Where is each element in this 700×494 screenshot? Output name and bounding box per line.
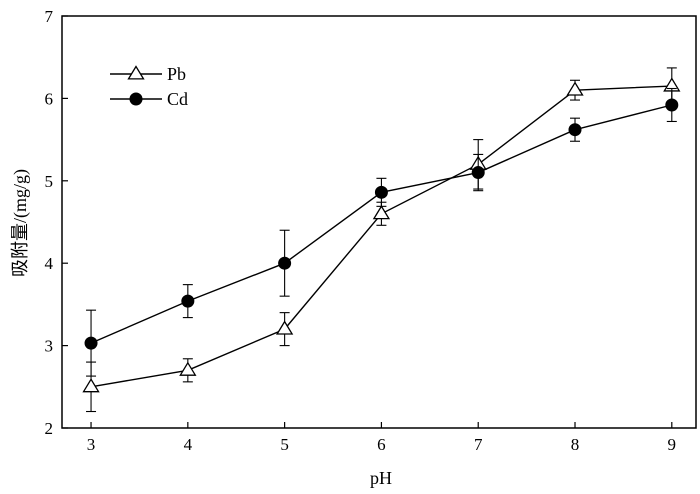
y-axis-ticks: 2 3 4 5 6 7	[45, 7, 68, 438]
y-tick-label: 7	[45, 7, 54, 26]
series-layer	[82, 67, 681, 413]
x-tick-label: 9	[668, 435, 677, 454]
data-point	[275, 320, 294, 335]
y-tick-label: 6	[45, 89, 54, 108]
data-point	[372, 205, 391, 220]
data-point	[82, 378, 100, 393]
data-point	[665, 98, 679, 112]
y-tick-label: 5	[45, 172, 54, 191]
legend-marker	[129, 92, 143, 106]
data-point	[566, 81, 584, 96]
x-tick-label: 3	[87, 435, 96, 454]
x-tick-label: 7	[474, 435, 483, 454]
data-point	[84, 336, 98, 350]
y-axis-label: 吸附量/(mg/g)	[10, 169, 31, 277]
plot-frame	[61, 15, 697, 429]
data-point	[181, 294, 195, 308]
data-point	[374, 185, 388, 199]
x-tick-label: 4	[184, 435, 193, 454]
data-point	[568, 123, 582, 137]
plot-border	[61, 15, 697, 429]
legend-label: Pb	[167, 64, 186, 84]
x-axis-ticks: 3 4 5 6 7 8 9	[87, 422, 676, 454]
legend-item-pb: Pb	[110, 64, 186, 84]
legend: Pb Cd	[110, 64, 188, 109]
y-tick-label: 4	[45, 254, 54, 273]
y-tick-label: 2	[45, 419, 54, 438]
legend-label: Cd	[167, 89, 188, 109]
series-cd	[84, 87, 679, 377]
data-point	[278, 256, 292, 270]
data-point	[179, 361, 197, 376]
series-pb-line	[90, 85, 672, 388]
x-tick-label: 5	[280, 435, 289, 454]
series-pb	[82, 67, 681, 413]
data-point	[471, 166, 485, 180]
x-axis-label: pH	[370, 468, 392, 488]
x-tick-label: 8	[571, 435, 580, 454]
x-tick-label: 6	[377, 435, 386, 454]
y-tick-label: 3	[45, 337, 54, 356]
legend-marker	[127, 65, 145, 80]
legend-item-cd: Cd	[110, 89, 188, 109]
